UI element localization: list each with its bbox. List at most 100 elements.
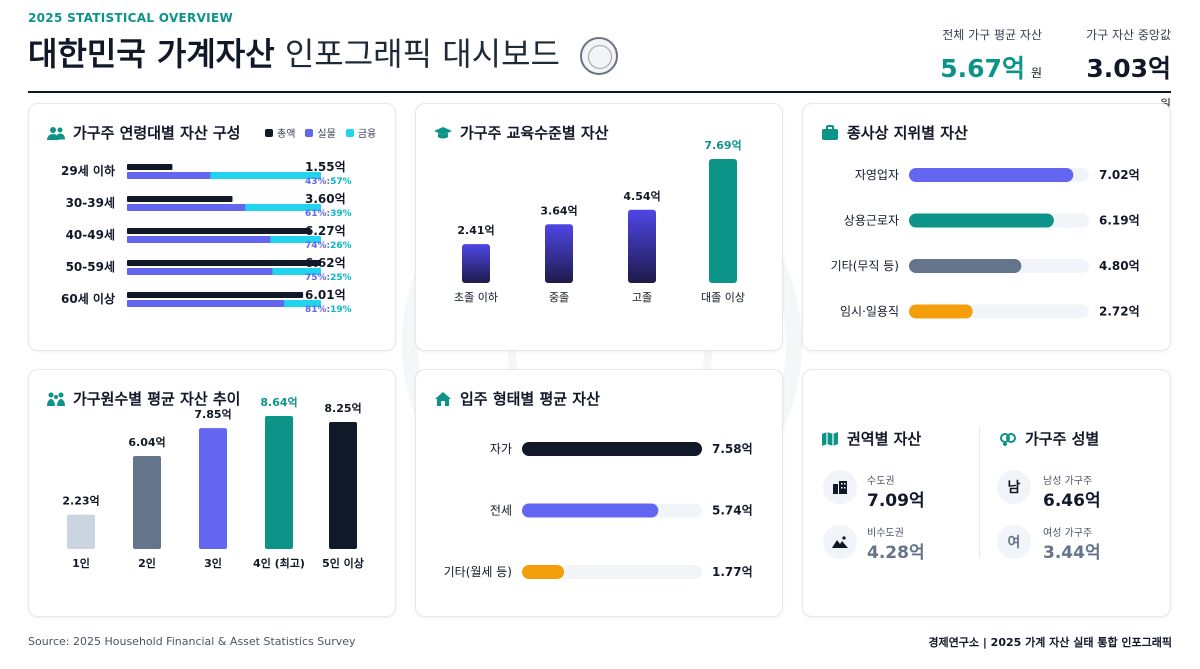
card-title-text: 가구원수별 평균 자산 추이	[73, 390, 241, 408]
family-icon	[47, 392, 65, 406]
kpi-value: 3.03억	[1086, 54, 1171, 83]
education-bar	[545, 224, 573, 283]
region-card-title: 권역별 자산	[821, 428, 921, 449]
age-total-bar	[127, 228, 311, 234]
age-total-label: 6.27억	[305, 224, 346, 238]
card-title-text: 종사상 지위별 자산	[847, 124, 968, 142]
seal-logo	[580, 37, 618, 75]
housing-category-label: 자가	[490, 442, 512, 456]
education-category-label: 중졸	[549, 291, 569, 304]
age-category-label: 50-59세	[66, 259, 115, 274]
members-category-label: 1인	[72, 556, 90, 570]
age-real-bar	[127, 236, 271, 243]
card-divider	[979, 428, 980, 558]
page-title-light: 인포그래픽 대시보드	[284, 35, 560, 73]
housing-value-label: 7.58억	[712, 442, 753, 456]
members-bar	[329, 422, 357, 549]
briefcase-icon	[822, 124, 838, 140]
members-value-label: 8.25억	[324, 402, 361, 415]
age-total-bar	[127, 292, 304, 298]
age-chart: 29세 이하 1.55억 43%:57% 30-39세 3.60억 61%:39% 40-4…	[61, 160, 352, 315]
housing-card-title: 입주 형태별 평균 자산	[434, 388, 600, 409]
education-value-label: 7.69억	[704, 139, 741, 152]
members-bar	[265, 416, 293, 549]
age-ratio-label: 74%:26%	[305, 241, 352, 251]
legend-swatch	[345, 128, 354, 137]
job-bar	[909, 304, 973, 319]
job-value-label: 2.72억	[1099, 305, 1140, 319]
region-nonmetro-value: 4.28억	[867, 543, 925, 563]
age-card-title: 가구주 연령대별 자산 구성	[47, 122, 240, 143]
card-title-text: 가구주 성별	[1025, 430, 1100, 448]
housing-category-label: 전세	[490, 504, 512, 518]
age-ratio-label: 75%:25%	[305, 273, 352, 283]
housing-bar	[522, 503, 659, 518]
members-category-label: 2인	[138, 556, 156, 570]
job-card-title: 종사상 지위별 자산	[821, 122, 968, 143]
header-divider	[28, 91, 1171, 93]
housing-card: 입주 형태별 평균 자산 자가 7.58억 전세 5.74억 기타(월세 등) 1.77억	[415, 369, 783, 617]
job-card: 종사상 지위별 자산 자영업자 7.02억 상용근로자 6.19억 기타(무직 등) 4.…	[802, 103, 1171, 351]
age-category-label: 60세 이상	[61, 291, 115, 306]
gender-card-title: 가구주 성별	[999, 428, 1099, 449]
legend-label: 총액	[277, 129, 296, 140]
job-category-label: 자영업자	[855, 168, 899, 182]
education-value-label: 3.64억	[540, 204, 577, 217]
region-metro-value: 7.09억	[867, 491, 925, 511]
job-value-label: 7.02억	[1099, 168, 1140, 182]
graduation-cap-icon	[434, 126, 452, 138]
card-title-text: 가구주 교육수준별 자산	[460, 124, 609, 142]
mountain-icon	[823, 525, 857, 559]
job-category-label: 상용근로자	[844, 214, 899, 228]
members-bar	[133, 456, 161, 549]
gender-female-label: 여성 가구주	[1043, 528, 1093, 539]
age-total-label: 3.60억	[305, 192, 346, 206]
members-category-label: 5인 이상	[322, 556, 364, 570]
age-real-bar	[127, 268, 273, 275]
members-chart: 2.23억 1인 6.04억 2인 7.85억 3인 8.64억 4인 (최고) 8.25억 5인…	[62, 396, 364, 570]
age-total-bar	[127, 260, 321, 266]
female-glyph: 여	[997, 525, 1031, 559]
card-title-text: 입주 형태별 평균 자산	[460, 390, 600, 408]
education-value-label: 2.41억	[457, 224, 494, 237]
kpi-median-asset: 가구 자산 중앙값 3.03억원	[1075, 26, 1171, 114]
members-category-label: 3인	[204, 556, 222, 570]
age-ratio-label: 43%:57%	[305, 177, 352, 187]
job-bar	[909, 213, 1054, 228]
age-legend: 총액 실물 금융	[265, 125, 376, 140]
home-icon	[435, 391, 451, 406]
housing-bar	[522, 565, 565, 579]
education-bar	[709, 159, 737, 283]
job-category-label: 임시·일용직	[840, 305, 899, 319]
page-title: 대한민국 가계자산 인포그래픽 대시보드	[28, 32, 560, 76]
job-category-label: 기타(무직 등)	[831, 259, 899, 273]
age-category-label: 29세 이하	[61, 163, 115, 178]
region-nonmetro-label: 비수도권	[867, 528, 904, 539]
age-ratio-label: 81%:19%	[305, 305, 352, 315]
buildings-icon	[823, 470, 857, 504]
age-real-bar	[127, 204, 246, 211]
age-real-bar	[127, 300, 285, 307]
legend-finance: 금융	[345, 125, 377, 140]
job-bar	[909, 259, 1022, 273]
legend-label: 금융	[357, 129, 377, 140]
age-card: 가구주 연령대별 자산 구성 총액 실물 금융 29세 이하 1.55억 43%:5…	[28, 103, 396, 351]
education-card: 가구주 교육수준별 자산 2.41억 초졸 이하 3.64억 중졸 4.54억 고졸 7.6…	[415, 103, 783, 351]
card-title-text: 권역별 자산	[847, 430, 922, 448]
header-tag: 2025 STATISTICAL OVERVIEW	[28, 11, 233, 25]
housing-bar	[522, 442, 702, 456]
kpi-label: 가구 자산 중앙값	[1086, 28, 1171, 42]
legend-real: 실물	[305, 125, 336, 140]
users-icon	[47, 126, 65, 140]
gender-female-value: 3.44억	[1043, 543, 1101, 563]
members-card: 가구원수별 평균 자산 추이 2.23억 1인 6.04억 2인 7.85억 3인 8.64…	[28, 369, 396, 617]
kpi-value: 5.67억	[940, 54, 1025, 83]
housing-value-label: 1.77억	[712, 565, 753, 579]
age-category-label: 30-39세	[66, 195, 115, 210]
age-total-label: 6.01억	[305, 288, 346, 302]
members-value-label: 6.04억	[128, 436, 165, 449]
age-total-label: 1.55억	[305, 160, 346, 174]
age-ratio-label: 61%:39%	[305, 209, 352, 219]
